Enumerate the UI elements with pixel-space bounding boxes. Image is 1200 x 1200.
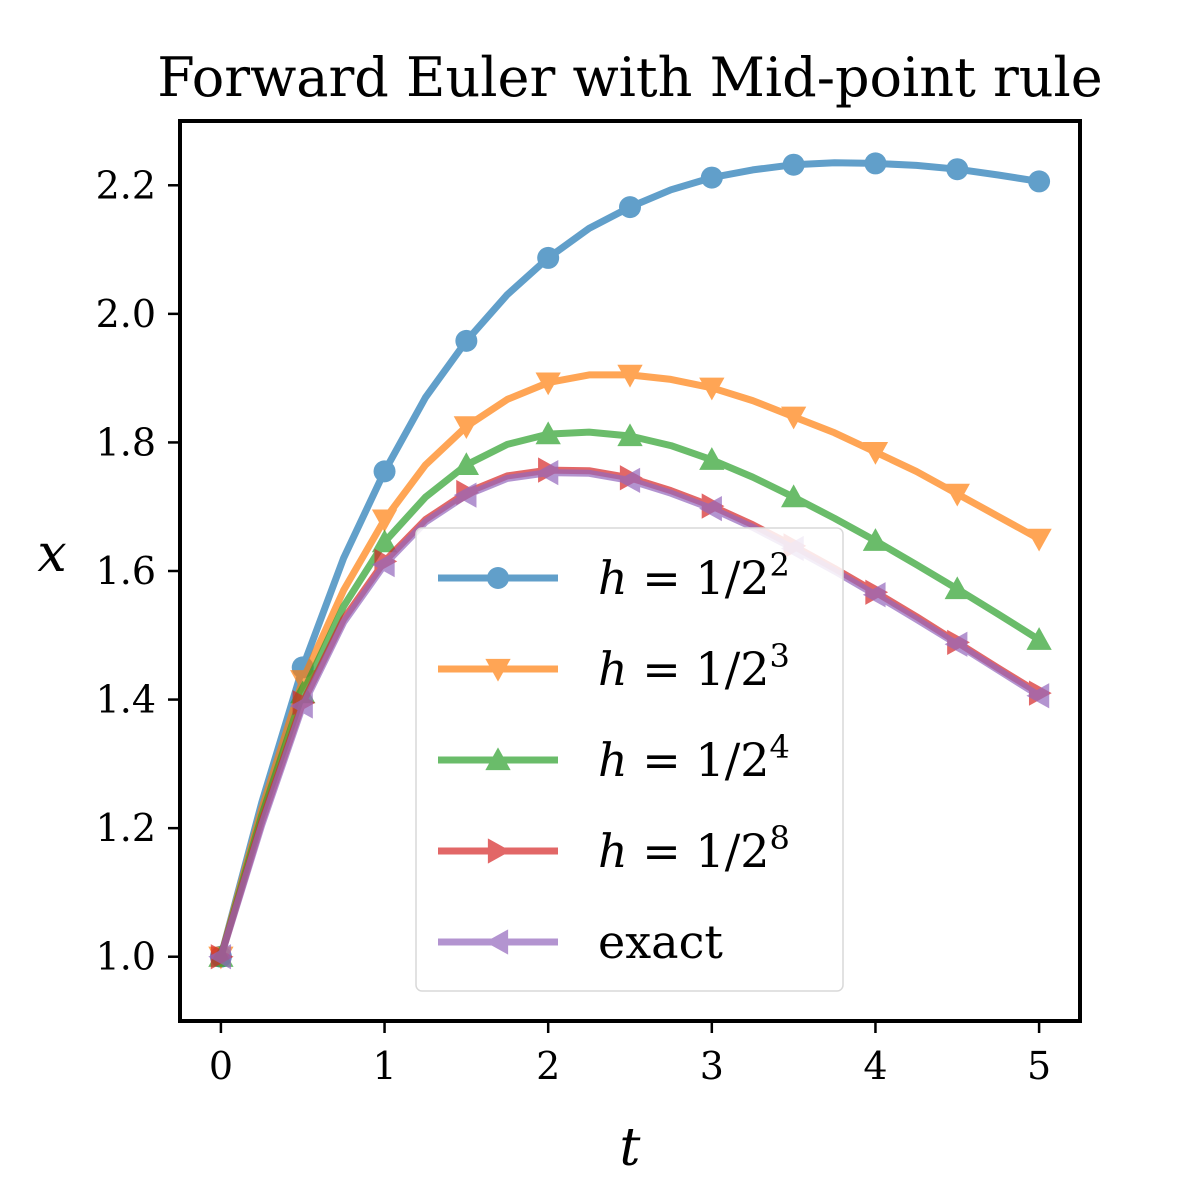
chart-title: Forward Euler with Mid-point rule <box>157 46 1103 109</box>
data-point-marker <box>862 582 886 608</box>
data-point-marker <box>453 452 480 476</box>
y-tick-label: 1.2 <box>96 806 156 850</box>
data-point-marker <box>619 196 641 219</box>
x-axis: 0 1 2 3 4 5 <box>209 1021 1051 1088</box>
x-tick-label: 2 <box>536 1044 560 1088</box>
y-axis-label: x <box>37 524 66 584</box>
data-point-marker <box>946 158 969 181</box>
y-tick-label: 1.4 <box>96 678 156 722</box>
x-tick-label: 5 <box>1027 1044 1051 1088</box>
data-point-marker <box>371 529 398 553</box>
legend: h = 1/22 h = 1/23 h = 1/24 h = 1/28 exact <box>415 527 844 992</box>
legend-marker <box>487 838 511 864</box>
y-tick-label: 2.0 <box>96 292 156 336</box>
data-point-marker <box>944 631 968 657</box>
data-point-marker <box>864 152 887 175</box>
legend-entry: h = 1/28 <box>438 819 790 878</box>
data-point-marker <box>862 441 889 465</box>
data-point-marker <box>780 484 807 508</box>
data-point-marker <box>535 459 559 486</box>
legend-swatch <box>438 567 558 589</box>
data-point-marker <box>208 944 232 970</box>
legend-label: h = 1/28 <box>598 819 790 878</box>
legend-swatch <box>438 658 558 682</box>
data-point-marker <box>944 483 970 507</box>
data-point-marker <box>617 467 641 494</box>
y-tick-label: 1.8 <box>96 420 156 464</box>
data-point-marker <box>371 509 398 533</box>
x-tick-label: 4 <box>863 1044 887 1088</box>
data-point-marker <box>453 416 480 440</box>
data-point-marker <box>535 372 561 396</box>
data-point-marker <box>782 153 805 176</box>
data-point-marker <box>617 423 643 447</box>
data-point-marker <box>290 693 313 719</box>
data-point-marker <box>1028 170 1051 193</box>
legend-entry: exact <box>438 915 723 969</box>
legend-swatch <box>438 929 558 955</box>
legend-label: h = 1/22 <box>598 546 790 605</box>
legend-entry: h = 1/24 <box>438 728 790 787</box>
y-tick-label: 1.0 <box>96 935 156 979</box>
legend-marker <box>485 747 511 771</box>
y-tick-label: 1.6 <box>96 549 156 593</box>
data-point-marker <box>700 166 723 189</box>
data-point-marker <box>780 406 807 430</box>
x-tick-label: 3 <box>700 1044 724 1088</box>
data-point-marker <box>862 528 889 551</box>
data-point-marker <box>537 246 560 269</box>
data-point-marker <box>373 460 396 483</box>
legend-label: h = 1/24 <box>598 728 790 787</box>
legend-swatch <box>438 747 558 771</box>
series-5 <box>208 459 1050 970</box>
y-axis: 1.0 1.2 1.4 1.6 1.8 2.0 2.2 <box>96 163 180 979</box>
legend-entry: h = 1/22 <box>438 546 790 605</box>
legend-entry: h = 1/23 <box>438 637 790 696</box>
data-point-marker <box>535 421 561 445</box>
x-tick-label: 0 <box>209 1044 233 1088</box>
legend-box <box>415 527 844 992</box>
plot-area <box>208 152 1052 970</box>
data-point-marker <box>1026 627 1052 650</box>
legend-marker <box>487 567 509 589</box>
series-3 <box>208 421 1052 967</box>
x-tick-label: 1 <box>372 1044 396 1088</box>
data-point-marker <box>1026 683 1050 709</box>
x-axis-label: t <box>620 1118 641 1178</box>
legend-label: exact <box>598 915 723 969</box>
legend-label: h = 1/23 <box>598 637 790 696</box>
legend-marker <box>485 658 511 682</box>
data-point-marker <box>453 482 477 508</box>
y-tick-label: 2.2 <box>96 163 156 207</box>
data-point-marker <box>371 551 395 578</box>
data-point-marker <box>617 364 643 388</box>
legend-swatch <box>438 838 558 864</box>
legend-marker <box>485 929 509 955</box>
data-point-marker <box>944 576 970 600</box>
data-point-marker <box>699 495 722 522</box>
data-point-marker <box>1026 528 1052 552</box>
data-point-marker <box>699 377 725 401</box>
data-point-marker <box>699 447 725 470</box>
data-point-marker <box>455 329 478 352</box>
